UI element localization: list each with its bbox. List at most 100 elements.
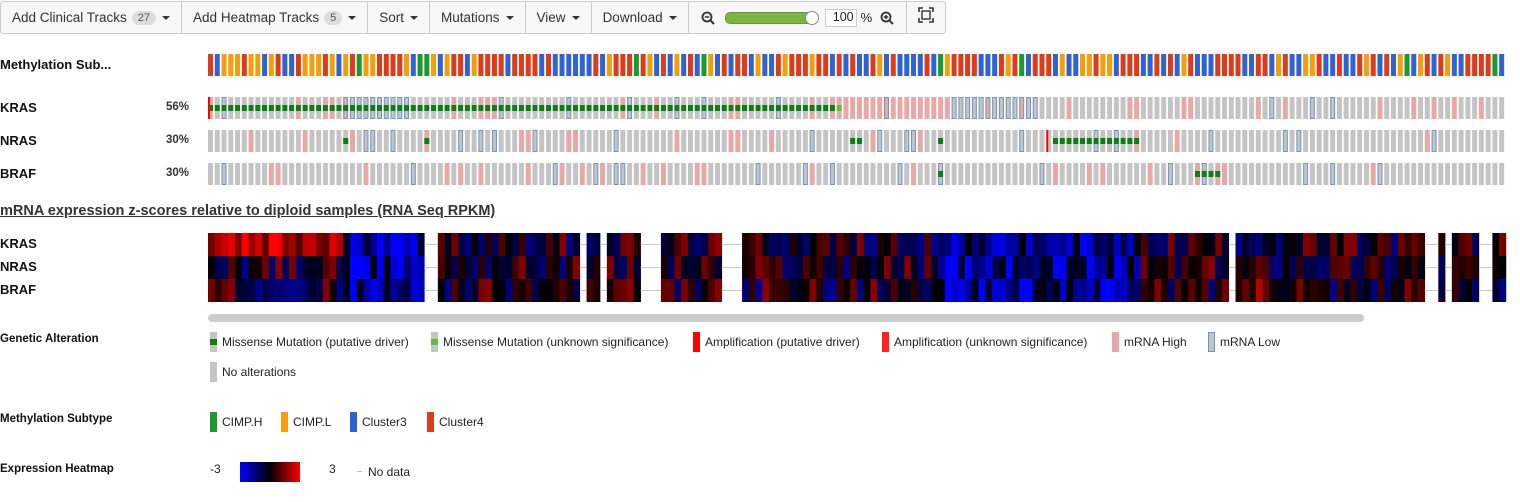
methylation-cell[interactable] xyxy=(349,54,355,76)
oncoprint-cell-braf[interactable] xyxy=(471,163,477,185)
heatmap-cell[interactable] xyxy=(870,279,878,302)
methylation-cell[interactable] xyxy=(431,54,437,76)
mutation-glyph-kras[interactable] xyxy=(451,105,457,111)
methylation-cell[interactable] xyxy=(654,54,660,76)
methylation-cell[interactable] xyxy=(965,54,971,76)
oncoprint-cell-kras[interactable] xyxy=(1370,97,1376,119)
oncoprint-cell-braf[interactable] xyxy=(836,163,842,185)
heatmap-cell[interactable] xyxy=(1215,233,1223,256)
heatmap-cell[interactable] xyxy=(769,256,777,279)
heatmap-cell[interactable] xyxy=(248,256,256,279)
heatmap-cell[interactable] xyxy=(268,233,276,256)
methylation-cell[interactable] xyxy=(512,54,518,76)
heatmap-cell[interactable] xyxy=(971,233,979,256)
mutation-glyph-kras[interactable] xyxy=(309,105,315,111)
oncoprint-cell-nras[interactable] xyxy=(1181,130,1187,152)
oncoprint-cell-nras[interactable] xyxy=(701,130,707,152)
oncoprint-cell-nras[interactable] xyxy=(518,130,524,152)
oncoprint-cell-braf[interactable] xyxy=(1127,163,1133,185)
oncoprint-cell-kras[interactable] xyxy=(1303,97,1309,119)
oncoprint-cell-braf[interactable] xyxy=(1059,163,1065,185)
heatmap-cell[interactable] xyxy=(816,233,824,256)
heatmap-cell[interactable] xyxy=(1005,256,1013,279)
oncoprint-cell-nras[interactable] xyxy=(1336,130,1342,152)
oncoprint-cell-braf[interactable] xyxy=(660,163,666,185)
heatmap-cell[interactable] xyxy=(660,279,668,302)
oncoprint-cell-nras[interactable] xyxy=(464,130,470,152)
methylation-cell[interactable] xyxy=(1025,54,1031,76)
heatmap-cell[interactable] xyxy=(228,279,236,302)
heatmap-cell[interactable] xyxy=(390,256,398,279)
heatmap-cell[interactable] xyxy=(843,256,851,279)
oncoprint-cell-nras[interactable] xyxy=(904,130,910,152)
methylation-cell[interactable] xyxy=(985,54,991,76)
heatmap-cell[interactable] xyxy=(660,233,668,256)
oncoprint-cell-nras[interactable] xyxy=(884,130,889,152)
oncoprint-cell-kras[interactable] xyxy=(1262,97,1268,119)
heatmap-cell[interactable] xyxy=(1282,233,1290,256)
oncoprint-cell-nras[interactable] xyxy=(796,130,802,152)
oncoprint-cell-braf[interactable] xyxy=(965,163,971,185)
heatmap-cell[interactable] xyxy=(694,279,702,302)
methylation-cell[interactable] xyxy=(1127,54,1133,76)
oncoprint-cell-nras[interactable] xyxy=(1391,130,1396,152)
oncoprint-cell-nras[interactable] xyxy=(559,130,565,152)
heatmap-cell[interactable] xyxy=(336,233,344,256)
oncoprint-cell-kras[interactable] xyxy=(1424,97,1430,119)
mutation-glyph-nras[interactable] xyxy=(850,138,856,144)
oncoprint-cell-braf[interactable] xyxy=(606,163,612,185)
oncoprint-cell-kras[interactable] xyxy=(1113,97,1119,119)
methylation-cell[interactable] xyxy=(221,54,227,76)
oncoprint-cell-braf[interactable] xyxy=(363,163,369,185)
oncoprint-cell-braf[interactable] xyxy=(748,163,754,185)
heatmap-cell[interactable] xyxy=(1134,233,1142,256)
mutation-glyph-kras[interactable] xyxy=(687,105,693,111)
oncoprint-cell-braf[interactable] xyxy=(1323,163,1329,185)
methylation-cell[interactable] xyxy=(322,54,328,76)
methylation-cell[interactable] xyxy=(1458,54,1464,76)
mutation-glyph-kras[interactable] xyxy=(525,105,531,111)
heatmap-cell[interactable] xyxy=(1492,256,1500,279)
heatmap-cell[interactable] xyxy=(1019,279,1027,302)
methylation-cell[interactable] xyxy=(363,54,369,76)
heatmap-cell[interactable] xyxy=(789,256,797,279)
oncoprint-cell-kras[interactable] xyxy=(1296,97,1302,119)
heatmap-cell[interactable] xyxy=(437,256,445,279)
heatmap-cell[interactable] xyxy=(573,279,581,302)
heatmap-cell[interactable] xyxy=(1181,256,1189,279)
heatmap-cell[interactable] xyxy=(471,279,479,302)
mutation-glyph-kras[interactable] xyxy=(349,105,355,111)
heatmap-cell[interactable] xyxy=(992,233,1000,256)
methylation-cell[interactable] xyxy=(1174,54,1180,76)
oncoprint-cell-nras[interactable] xyxy=(410,130,416,152)
heatmap-cell[interactable] xyxy=(1323,233,1331,256)
heatmap-cell[interactable] xyxy=(1100,233,1108,256)
heatmap-cell[interactable] xyxy=(329,279,337,302)
heatmap-cell[interactable] xyxy=(221,233,229,256)
oncoprint-cell-nras[interactable] xyxy=(383,130,389,152)
methylation-cell[interactable] xyxy=(1336,54,1342,76)
methylation-cell[interactable] xyxy=(1080,54,1086,76)
heatmap-cell[interactable] xyxy=(796,256,804,279)
methylation-cell[interactable] xyxy=(1391,54,1396,76)
heatmap-cell[interactable] xyxy=(1019,256,1027,279)
oncoprint-cell-kras[interactable] xyxy=(1215,97,1221,119)
mutation-glyph-kras[interactable] xyxy=(363,105,369,111)
heatmap-cell[interactable] xyxy=(742,279,750,302)
oncoprint-cell-nras[interactable] xyxy=(377,130,382,152)
heatmap-cell[interactable] xyxy=(417,233,425,256)
oncoprint-cell-braf[interactable] xyxy=(573,163,579,185)
oncoprint-cell-nras[interactable] xyxy=(1363,130,1369,152)
heatmap-cell[interactable] xyxy=(924,256,932,279)
mutation-glyph-nras[interactable] xyxy=(1100,138,1106,144)
heatmap-cell[interactable] xyxy=(1005,233,1013,256)
oncoprint-cell-braf[interactable] xyxy=(911,163,917,185)
oncoprint-cell-braf[interactable] xyxy=(667,163,673,185)
heatmap-cell[interactable] xyxy=(525,233,533,256)
oncoprint-cell-kras[interactable] xyxy=(998,97,1004,119)
zoom-out-icon[interactable] xyxy=(699,9,717,27)
heatmap-cell[interactable] xyxy=(890,279,898,302)
heatmap-cell[interactable] xyxy=(539,256,547,279)
heatmap-cell[interactable] xyxy=(1316,279,1324,302)
heatmap-cell[interactable] xyxy=(971,279,979,302)
